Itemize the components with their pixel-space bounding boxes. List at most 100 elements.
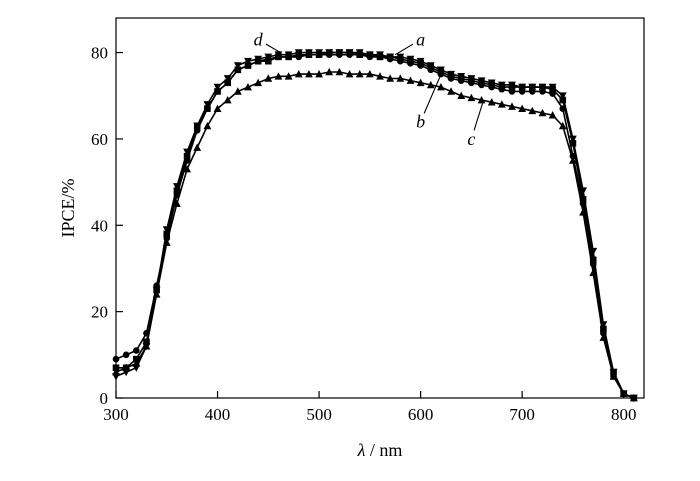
series-a-point (143, 338, 150, 346)
series-d-point (335, 49, 344, 57)
y-tick-label-0: 0 (100, 389, 109, 408)
series-c-point (508, 102, 516, 110)
x-tick-label-400: 400 (205, 405, 231, 424)
series-c-point (599, 333, 608, 341)
series-c-point (447, 87, 455, 95)
series-d-point (426, 62, 435, 70)
series-b-point (457, 77, 465, 84)
series-c-point (569, 156, 577, 164)
series-d-point (365, 51, 374, 59)
series-d-point (528, 83, 537, 92)
series-c-point (254, 78, 263, 87)
series-b-point (559, 105, 567, 112)
series-b-point (427, 66, 435, 74)
series-c-point (558, 121, 567, 130)
series-a-line (116, 51, 635, 399)
series-d-point (203, 101, 212, 109)
series-b-point (295, 53, 303, 61)
series-d-point (223, 75, 232, 83)
series-d-point (538, 83, 547, 92)
series-c-point (264, 74, 273, 82)
series-d-point (457, 72, 466, 81)
series-d-point (284, 51, 293, 59)
series-d-point (569, 135, 577, 144)
series-c-point (203, 121, 212, 130)
series-b-line (115, 53, 635, 399)
series-d-point (254, 55, 263, 64)
annotation-d: d (254, 30, 281, 54)
series-c-point (233, 87, 242, 95)
axis-ticks: 300 400 500 600 700 800 0 20 40 60 80 (91, 44, 636, 424)
series-c-point (284, 72, 293, 80)
x-axis-symbol: λ (357, 440, 366, 460)
series-b-point (539, 88, 546, 95)
series-c-line (115, 71, 635, 399)
series-c-point (548, 111, 557, 119)
y-tick-label-20: 20 (91, 303, 108, 322)
annotation-c-label: c (467, 129, 475, 149)
series-d-point (487, 79, 496, 87)
series-c-point (467, 93, 476, 102)
series-d-point (548, 83, 557, 92)
series-d-point (497, 81, 506, 90)
series-c-point (305, 70, 313, 78)
annotation-d-leader (265, 43, 281, 54)
series-d-point (213, 83, 222, 92)
series-b-point (468, 79, 475, 87)
series-d-point (376, 51, 384, 59)
series-d-line (115, 51, 635, 399)
series-c-point (589, 268, 598, 277)
series-d-point (244, 57, 252, 66)
series-b-point (397, 57, 404, 65)
series-d-point (579, 187, 587, 195)
series-d-point (325, 49, 334, 57)
series-d-point (173, 183, 181, 191)
series-b-point (549, 90, 556, 97)
series-b-point (518, 88, 526, 95)
series-d-point (233, 62, 242, 70)
x-tick-label-300: 300 (103, 405, 129, 424)
series-d-point (305, 49, 313, 57)
y-tick-label-40: 40 (91, 216, 108, 235)
series-d-point (437, 66, 445, 74)
series-b-point (133, 347, 140, 354)
series-d-point (183, 148, 191, 156)
series-d-point (315, 49, 323, 57)
series-c-point (294, 70, 303, 78)
series-d-point (518, 83, 527, 92)
series-d-point (142, 342, 151, 351)
annotation-b: b (416, 69, 444, 132)
series-d-point (396, 53, 405, 61)
series-b-point (508, 88, 516, 95)
x-tick-label-800: 800 (611, 405, 637, 424)
series-d-point (264, 53, 273, 61)
series-c (112, 67, 638, 402)
series-d-point (152, 286, 161, 295)
annotation-c-leader (473, 99, 485, 131)
series-d-point (406, 55, 415, 64)
series-b-point (529, 88, 536, 95)
series-d-point (599, 321, 608, 329)
series-d-point (508, 81, 516, 90)
series-d-point (274, 51, 283, 59)
series-b-point (498, 85, 506, 93)
series-d (112, 49, 638, 403)
series-b-point (244, 62, 252, 69)
series-c-point (426, 80, 435, 89)
annotation-c: c (467, 99, 485, 149)
series-c-point (457, 91, 466, 100)
annotation-a-label: a (416, 30, 425, 50)
series-d-point (558, 92, 567, 100)
plot-area (112, 49, 638, 403)
annotation-a: a (394, 30, 425, 56)
series-b-point (417, 62, 424, 69)
series-c-point (274, 72, 283, 80)
series-a-point (183, 152, 191, 160)
series-b-point (122, 351, 130, 359)
x-tick-label-700: 700 (509, 405, 535, 424)
series-b-point (478, 81, 485, 89)
series-d-point (609, 368, 618, 377)
series-c-point (223, 95, 232, 104)
series-a-point (133, 355, 140, 363)
